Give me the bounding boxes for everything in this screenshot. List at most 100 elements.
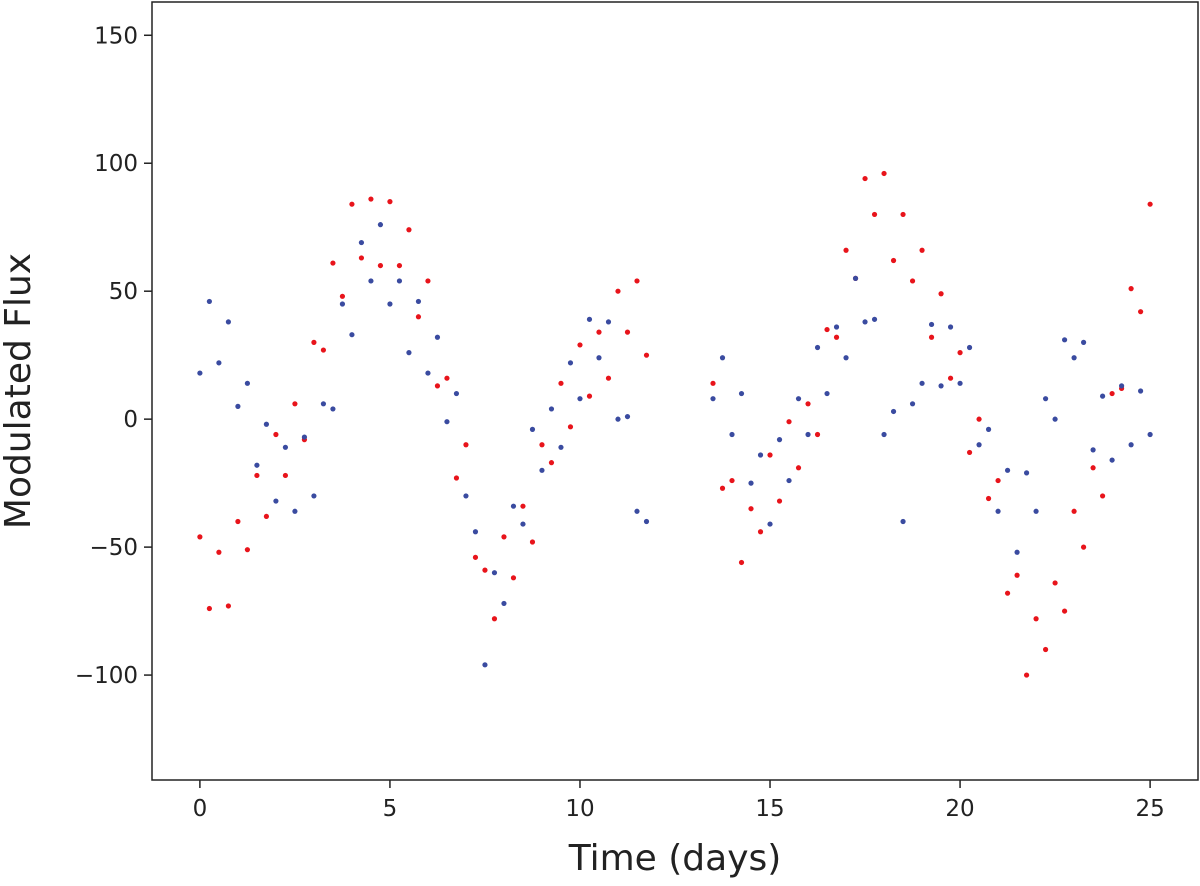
data-point (263, 513, 270, 520)
data-point (634, 508, 640, 514)
data-point (567, 360, 574, 366)
data-point (1138, 309, 1144, 315)
y-tick-label: 50 (109, 279, 138, 305)
data-point (957, 380, 963, 386)
data-point (216, 549, 222, 555)
data-point (1147, 201, 1153, 207)
data-point (938, 383, 944, 389)
data-point (1004, 590, 1011, 596)
x-tick-label: 5 (383, 796, 398, 822)
data-point (729, 431, 735, 438)
data-point (330, 406, 336, 412)
data-point (890, 257, 897, 264)
data-point (558, 380, 564, 386)
data-point (320, 347, 327, 353)
data-point (520, 521, 526, 527)
data-point (786, 477, 792, 484)
data-point (966, 449, 973, 456)
data-point (349, 332, 355, 338)
data-point (1061, 608, 1068, 614)
data-point (425, 278, 431, 284)
y-tick-label: −100 (75, 663, 138, 689)
data-point (387, 199, 393, 205)
data-point (805, 401, 811, 407)
data-point (567, 424, 574, 430)
data-point (463, 442, 469, 448)
data-point (605, 375, 612, 381)
data-point (548, 406, 555, 412)
data-point (577, 396, 583, 402)
data-point (368, 278, 374, 284)
data-point (1023, 470, 1030, 476)
y-tick-label: 0 (123, 407, 138, 433)
data-point (444, 419, 450, 425)
data-point (273, 498, 279, 504)
data-point (235, 403, 241, 409)
data-point (216, 360, 222, 366)
data-point (814, 431, 821, 438)
data-point (377, 222, 384, 228)
data-point (330, 260, 336, 266)
data-point (757, 529, 764, 535)
data-point (1119, 383, 1125, 389)
data-point (795, 396, 802, 402)
data-point (928, 334, 935, 340)
data-point (339, 301, 346, 307)
data-point (824, 390, 830, 397)
data-point (406, 350, 412, 356)
data-point (1147, 431, 1153, 438)
data-point (757, 452, 764, 458)
data-point (976, 442, 982, 448)
data-point (368, 196, 374, 202)
data-point (301, 434, 308, 440)
data-point (596, 355, 602, 361)
data-point (786, 419, 792, 425)
data-point (776, 498, 783, 504)
data-point (748, 480, 754, 486)
data-point (729, 477, 735, 484)
data-point (862, 175, 868, 182)
data-point (358, 255, 365, 261)
data-point (539, 442, 545, 448)
data-point (615, 416, 621, 422)
data-point (976, 416, 982, 422)
data-point (396, 278, 403, 284)
data-point (824, 326, 830, 333)
data-point (444, 375, 450, 381)
data-point (225, 603, 231, 609)
x-tick-label: 20 (945, 796, 974, 822)
data-point (425, 370, 431, 376)
data-point (596, 329, 602, 335)
data-point (292, 508, 298, 514)
data-point (358, 239, 365, 246)
data-point (814, 344, 821, 351)
x-tick-label: 25 (1135, 796, 1164, 822)
data-point (387, 301, 393, 307)
data-point (947, 324, 954, 330)
y-tick-label: 150 (94, 23, 138, 49)
data-point (292, 401, 298, 407)
data-point (225, 319, 231, 325)
data-point (776, 437, 783, 443)
data-point (881, 431, 887, 438)
data-point (244, 547, 251, 553)
data-point (643, 518, 650, 525)
data-point (871, 211, 878, 218)
data-point (624, 413, 631, 420)
x-tick-label: 10 (565, 796, 594, 822)
data-point (244, 380, 251, 386)
data-point (491, 616, 498, 622)
data-point (947, 375, 954, 381)
data-point (463, 493, 469, 499)
data-point (197, 534, 203, 540)
data-point (795, 465, 802, 471)
data-point (1052, 416, 1058, 422)
data-point (254, 472, 260, 479)
data-point (738, 390, 745, 397)
data-point (985, 495, 992, 502)
y-tick-label: −50 (89, 535, 138, 561)
data-point (1071, 508, 1077, 514)
data-point (415, 298, 422, 305)
data-point (377, 262, 384, 269)
